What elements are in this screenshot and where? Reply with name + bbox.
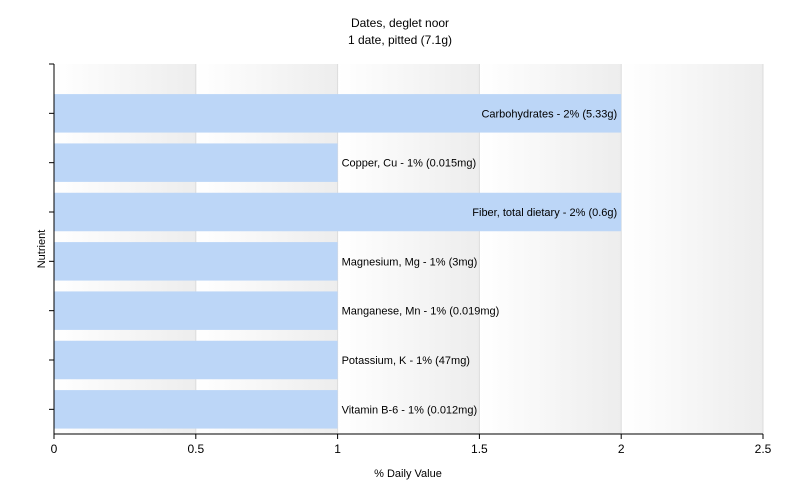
bar-1 <box>54 94 622 133</box>
chart-title: Dates, deglet noor <box>351 16 449 30</box>
x-tick-label: 2 <box>618 442 625 456</box>
bar-label-4: Magnesium, Mg - 1% (3mg) <box>342 256 478 268</box>
bar-label-7: Vitamin B-6 - 1% (0.012mg) <box>342 404 478 416</box>
bar-5 <box>54 291 338 330</box>
bar-2 <box>54 143 338 182</box>
y-axis-label: Nutrient <box>36 230 48 269</box>
bar-label-6: Potassium, K - 1% (47mg) <box>342 355 470 367</box>
x-tick-label: 2.5 <box>755 442 772 456</box>
bar-6 <box>54 340 338 380</box>
bar-label-2: Copper, Cu - 1% (0.015mg) <box>342 158 477 170</box>
x-tick-label: 1 <box>334 442 341 456</box>
bar-label-1: Carbohydrates - 2% (5.33g) <box>481 108 617 120</box>
chart-subtitle: 1 date, pitted (7.1g) <box>348 33 452 47</box>
bar-label-3: Fiber, total dietary - 2% (0.6g) <box>472 207 617 219</box>
bar-7 <box>54 390 338 429</box>
axes: 0 0.5 1 1.5 2 2.5 <box>49 63 772 456</box>
x-tick-label: 0 <box>51 442 58 456</box>
bar-label-5: Manganese, Mn - 1% (0.019mg) <box>342 306 500 318</box>
bars: Carbohydrates - 2% (5.33g) Copper, Cu - 1… <box>54 94 622 429</box>
x-tick-label: 1.5 <box>471 442 488 456</box>
bar-3 <box>54 192 622 232</box>
grid-band <box>621 64 763 434</box>
x-tick-label: 0.5 <box>187 442 204 456</box>
bar-4 <box>54 242 338 281</box>
x-axis-label: % Daily Value <box>374 468 442 480</box>
